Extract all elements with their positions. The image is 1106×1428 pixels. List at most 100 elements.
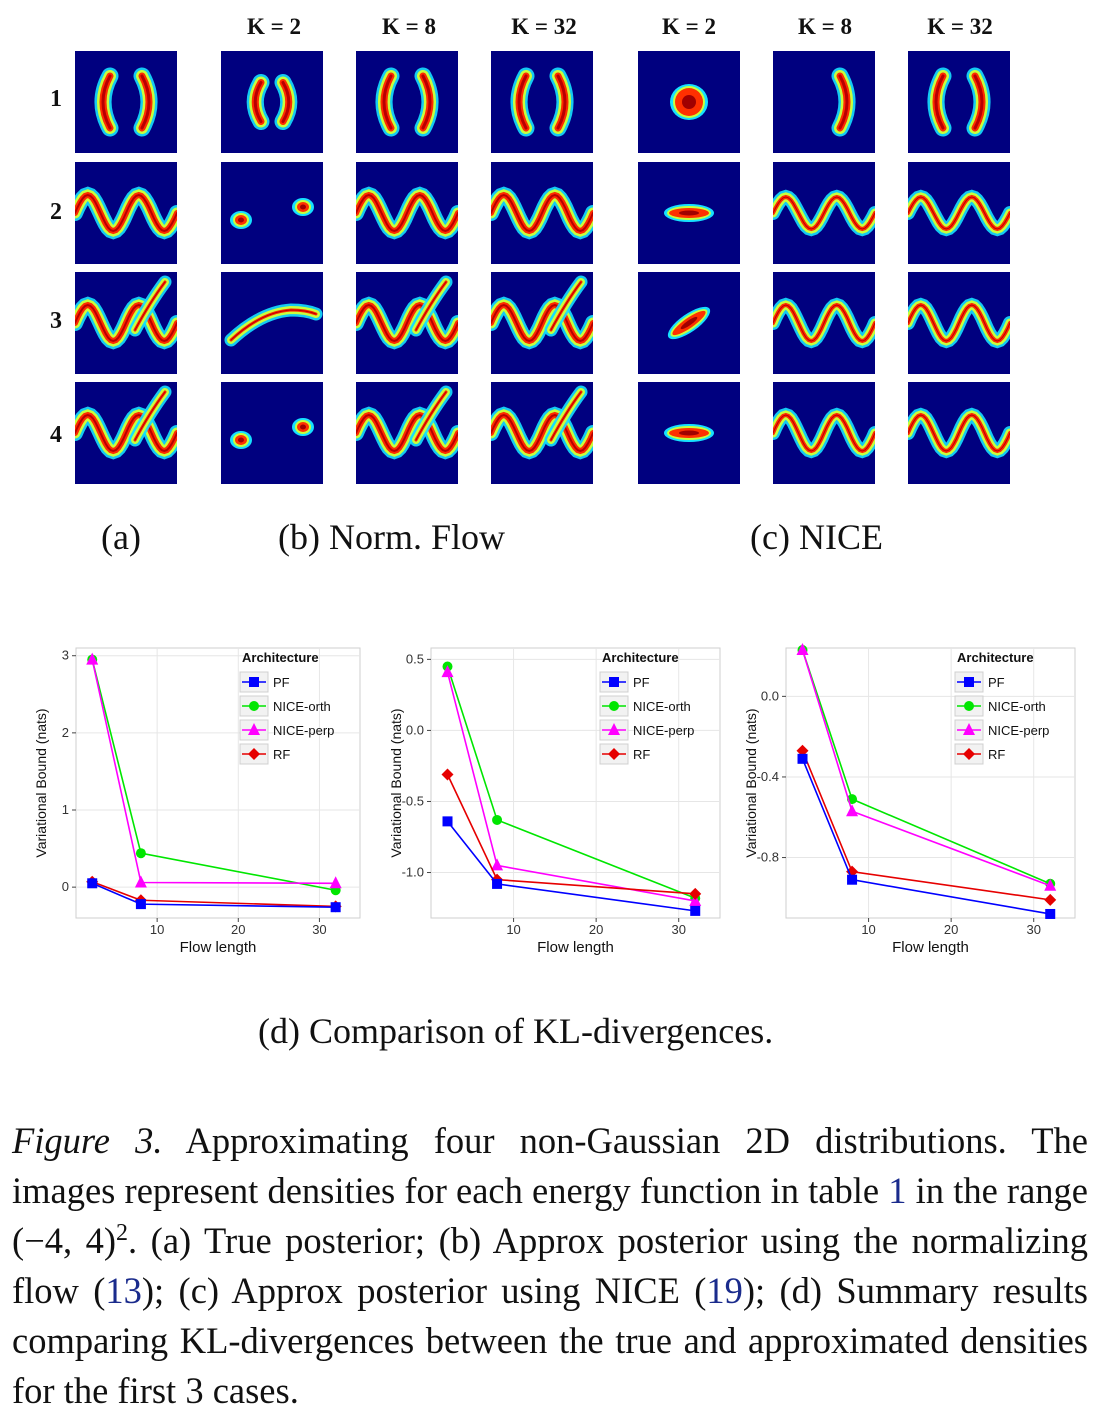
caption-ref-eq19[interactable]: 19	[706, 1270, 743, 1311]
data-point	[1045, 908, 1056, 919]
caption-text-1: Approximating four non-Gaussian 2D distr…	[12, 1120, 1088, 1211]
data-point	[134, 875, 147, 888]
sublabel-c: (c) NICE	[750, 516, 883, 558]
data-point	[441, 768, 454, 781]
data-point	[442, 816, 453, 827]
density-tile	[491, 382, 593, 484]
col-header-nice-k2: K = 2	[662, 14, 716, 39]
density-tile	[221, 382, 323, 484]
density-tile	[491, 272, 593, 374]
density-tile	[773, 51, 875, 153]
col-header-nf-k8: K = 8	[382, 14, 436, 39]
density-tile	[638, 51, 740, 153]
col-header-nice-k32: K = 32	[927, 14, 993, 39]
caption-ref-eq13[interactable]: 13	[105, 1270, 142, 1311]
data-point	[1044, 878, 1057, 891]
data-point	[963, 748, 975, 760]
sublabel-d-tag: (d)	[258, 1011, 300, 1051]
y-tick-label: 3	[62, 648, 69, 663]
x-tick-label: 20	[231, 922, 245, 937]
density-tile	[221, 162, 323, 264]
density-tile	[356, 382, 458, 484]
density-tile	[908, 162, 1010, 264]
sublabel-b-tag: (b)	[278, 517, 320, 557]
legend-entry: NICE-orth	[988, 699, 1046, 714]
data-point	[796, 744, 809, 757]
caption-text-5: ); (d) Summary results comparing KL-dive…	[12, 1270, 1088, 1411]
data-point	[964, 701, 974, 711]
row-label-2: 2	[50, 199, 62, 225]
density-tile	[221, 51, 323, 153]
col-header-nf-k2: K = 2	[247, 14, 301, 39]
data-point	[87, 878, 98, 889]
density-tile	[638, 272, 740, 374]
density-tile	[356, 162, 458, 264]
density-tile	[908, 382, 1010, 484]
legend-entry: PF	[988, 675, 1005, 690]
caption-ref-table[interactable]: 1	[888, 1170, 907, 1211]
kl-plot-case-3: 10 20 30 0.0 -0.4 -0.8 Flow length Variational …	[743, 643, 1076, 956]
data-point	[248, 748, 260, 760]
legend-entry: RF	[633, 747, 650, 762]
x-tick-label: 10	[861, 922, 875, 937]
legend-entry: RF	[988, 747, 1005, 762]
caption-text-3: . (a) True posterior; (b) Approx posteri…	[12, 1220, 1089, 1311]
legend-entry: RF	[273, 747, 290, 762]
row-label-4: 4	[50, 422, 62, 448]
legend-entry: PF	[273, 675, 290, 690]
density-tile	[356, 51, 458, 153]
data-point	[846, 804, 859, 817]
data-point	[249, 701, 259, 711]
data-point	[847, 874, 858, 885]
sublabel-c-text: NICE	[798, 517, 883, 557]
legend-entry: NICE-perp	[988, 723, 1049, 738]
density-tile	[491, 51, 593, 153]
sublabel-d-text: Comparison of KL-divergences.	[308, 1011, 774, 1051]
data-point	[491, 858, 504, 871]
legend-entry: NICE-perp	[633, 723, 694, 738]
sublabel-d: (d) Comparison of KL-divergences.	[258, 1010, 773, 1052]
legend: Architecture PF NICE-orth NICE-perp RF	[954, 650, 1049, 765]
x-axis-label: Flow length	[537, 939, 614, 956]
sublabel-a: (a)	[101, 517, 141, 557]
data-point	[690, 905, 701, 916]
x-tick-label: 10	[506, 922, 520, 937]
density-tile	[773, 382, 875, 484]
sublabel-c-tag: (c)	[750, 517, 790, 557]
y-tick-label: -0.8	[757, 850, 779, 865]
sublabel-b: (b) Norm. Flow	[278, 516, 505, 558]
density-tile	[75, 382, 177, 484]
data-point	[135, 848, 146, 859]
legend-entry: NICE-orth	[633, 699, 691, 714]
data-point	[797, 753, 808, 764]
x-axis-label: Flow length	[892, 939, 969, 956]
data-point	[86, 652, 99, 665]
legend-title: Architecture	[242, 650, 319, 665]
density-tile	[773, 272, 875, 374]
col-header-nf-k32: K = 32	[511, 14, 577, 39]
kl-plot-case-2: 10 20 30 0.5 0.0 -0.5 -1.0 Flow length Variation…	[388, 647, 721, 956]
data-point	[608, 723, 620, 735]
y-tick-label: 2	[62, 725, 69, 740]
caption-superscript: 2	[116, 1219, 129, 1246]
data-point	[609, 677, 619, 687]
data-point	[1044, 893, 1057, 906]
y-tick-label: -0.5	[402, 793, 424, 808]
caption-text-4: ); (c) Approx posterior using NICE (	[141, 1270, 707, 1311]
legend-entry: NICE-orth	[273, 699, 331, 714]
y-axis-label: Variational Bound (nats)	[33, 708, 49, 857]
data-point	[248, 723, 260, 735]
x-tick-label: 20	[589, 922, 603, 937]
row-label-1: 1	[50, 86, 62, 112]
caption-figure-label: Figure 3.	[12, 1120, 163, 1161]
caption-text-2: in the range (−4, 4)	[12, 1170, 1088, 1261]
y-tick-label: 0.0	[406, 722, 424, 737]
series-nice-perp	[796, 643, 1057, 891]
col-header-nice-k8: K = 8	[798, 14, 852, 39]
legend-entry: PF	[633, 675, 650, 690]
data-point	[492, 878, 503, 889]
density-tile	[908, 272, 1010, 374]
x-axis-label: Flow length	[180, 939, 257, 956]
data-point	[135, 899, 146, 910]
data-point	[492, 814, 503, 825]
